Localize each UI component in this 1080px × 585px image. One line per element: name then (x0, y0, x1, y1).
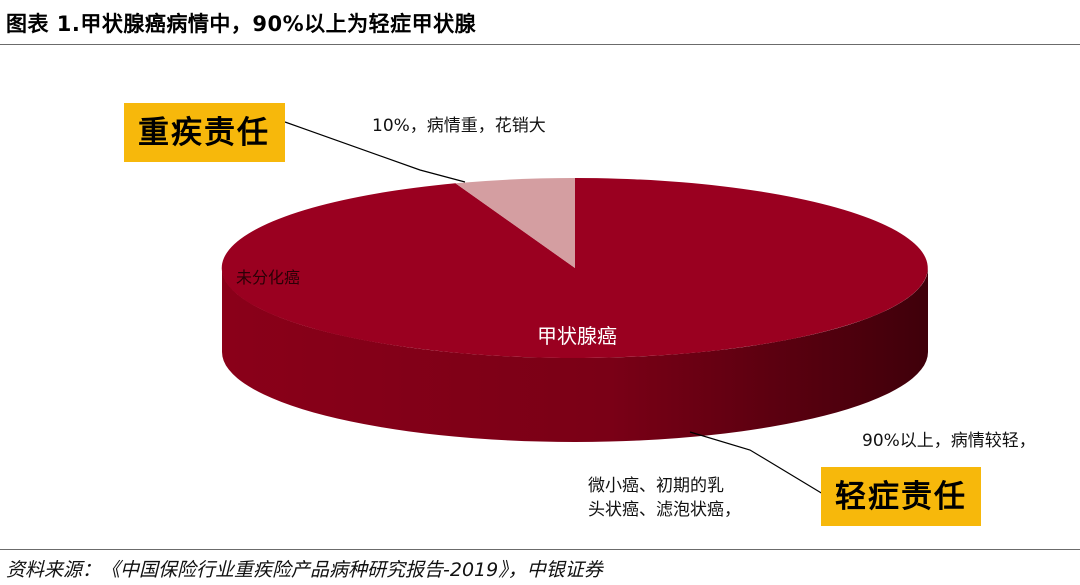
severe-note: 10%，病情重，花销大 (372, 116, 546, 136)
slice-label-thyroid-cancer: 甲状腺癌 (537, 324, 617, 348)
pie-side-wall (222, 268, 928, 442)
pie-chart: 甲状腺癌 未分化癌 重疾责任 10%，病情重，花销大 轻症责任 90%以上，病情… (124, 103, 1036, 526)
mild-note-line-2: 微小癌、初期的乳 (588, 476, 724, 496)
figure-title: 图表 1.甲状腺癌病情中，90%以上为轻症甲状腺 (6, 12, 477, 36)
pie-slice-thyroid-cancer (221, 178, 928, 358)
mild-callout-box (821, 467, 981, 526)
pie-slice-severe (455, 177, 575, 268)
source-note: 资料来源：《中国保险行业重疾险产品病种研究报告-2019》，中银证券 (6, 559, 603, 581)
mild-note-line-1: 90%以上，病情较轻， (862, 431, 1036, 451)
slice-label-undifferentiated: 未分化癌 (236, 268, 300, 287)
severe-callout-box (124, 103, 285, 162)
title-divider (0, 44, 1080, 45)
leader-line-severe (284, 121, 466, 183)
mild-note-line-3: 头状癌、滤泡状癌， (588, 500, 741, 520)
leader-line-mild (689, 431, 824, 495)
severe-callout-label: 重疾责任 (138, 115, 270, 151)
source-divider (0, 549, 1080, 550)
mild-callout-label: 轻症责任 (835, 479, 967, 515)
